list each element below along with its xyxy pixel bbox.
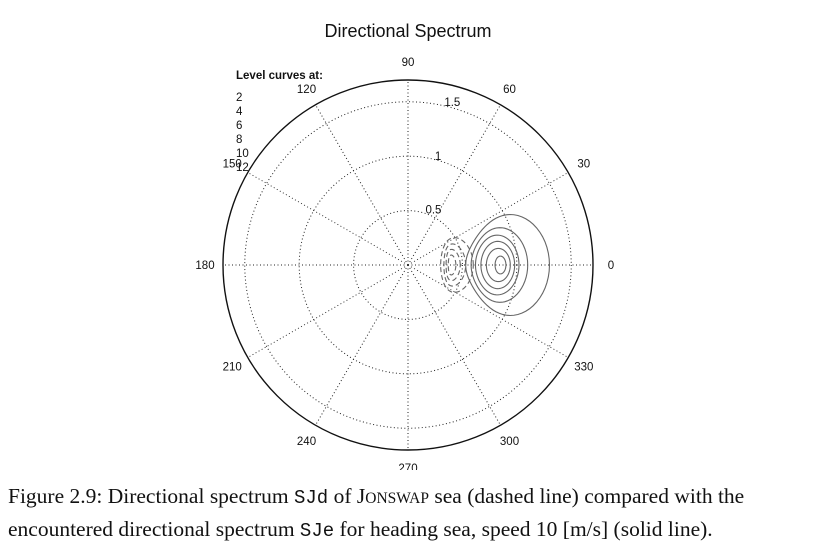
contour-sje-level-6 — [474, 234, 520, 296]
spoke-120 — [315, 104, 409, 266]
contour-sjd-level-2 — [440, 237, 474, 293]
contour-sjd-level-6 — [445, 248, 461, 282]
contour-sjd-level-4 — [443, 243, 467, 287]
angle-tick-label-0: 0 — [608, 260, 614, 272]
caption-code-sje: SJe — [299, 520, 335, 542]
angle-tick-label-210: 210 — [223, 362, 242, 374]
legend-level-4: 4 — [236, 106, 243, 118]
spoke-300 — [407, 264, 501, 426]
angle-tick-label-300: 300 — [500, 436, 519, 448]
polar-chart: Directional Spectrum 0306090120150180210… — [195, 21, 614, 470]
ring-1.5 — [244, 101, 572, 429]
radial-tick-label-1: 1 — [435, 151, 441, 163]
contour-sje-level-12 — [494, 255, 507, 275]
spoke-210 — [247, 264, 409, 358]
legend-level-2: 2 — [236, 92, 242, 104]
legend-level-12: 12 — [236, 162, 249, 174]
contour-sje-level-8 — [480, 240, 516, 290]
angle-tick-label-30: 30 — [577, 159, 590, 171]
polar-grid — [222, 79, 594, 451]
level-legend: Level curves at: 2 4 6 8 10 12 — [236, 70, 323, 174]
contour-sjd-level-8 — [447, 254, 457, 276]
polar-figure: Directional Spectrum 0 30 60 90 120 150 180 210… — [195, 21, 614, 470]
angle-tick-label-90: 90 — [402, 57, 415, 69]
angle-tick-label-270: 270 — [398, 463, 417, 470]
angle-tick-label-240: 240 — [297, 436, 316, 448]
angle-tick-label-60: 60 — [503, 84, 516, 96]
spoke-330 — [407, 264, 569, 358]
legend-level-8: 8 — [236, 134, 242, 146]
contour-layer — [440, 213, 551, 317]
caption-code-sjd: SJd — [294, 487, 329, 509]
caption-suffix: for heading sea, speed 10 [m/s] (solid l… — [334, 517, 713, 541]
spoke-30 — [407, 172, 569, 266]
angle-tick-label-180: 180 — [195, 260, 214, 272]
radial-tick-label-1.5: 1.5 — [444, 97, 460, 109]
caption-mid2: sea (dashed line) compared with the enco… — [8, 484, 745, 541]
ring-1 — [298, 155, 518, 375]
spoke-150 — [247, 172, 409, 266]
ring-0.5 — [353, 210, 463, 320]
contour-sje-level-4 — [470, 227, 529, 303]
spoke-60 — [407, 104, 501, 266]
legend-title: Level curves at: — [236, 70, 323, 82]
caption-mid1: of — [328, 484, 357, 508]
caption-jonswap-initial: J — [356, 484, 366, 508]
figure-caption: Figure 2.9: Directional spectrum SJd of … — [8, 481, 830, 546]
angle-tick-label-120: 120 — [297, 84, 316, 96]
angle-tick-label-150: 150 — [223, 159, 242, 171]
legend-level-10: 10 — [236, 148, 249, 160]
radial-tick-label-0.5: 0.5 — [425, 204, 441, 216]
caption-prefix: Figure 2.9: Directional spectrum — [8, 484, 294, 508]
legend-level-6: 6 — [236, 120, 242, 132]
spoke-240 — [315, 264, 409, 426]
contour-sje-level-10 — [485, 247, 511, 283]
outer-circle — [222, 79, 594, 451]
angle-tick-label-330: 330 — [574, 362, 593, 374]
caption-jonswap-rest: ONSWAP — [365, 490, 429, 507]
chart-title: Directional Spectrum — [324, 21, 491, 41]
